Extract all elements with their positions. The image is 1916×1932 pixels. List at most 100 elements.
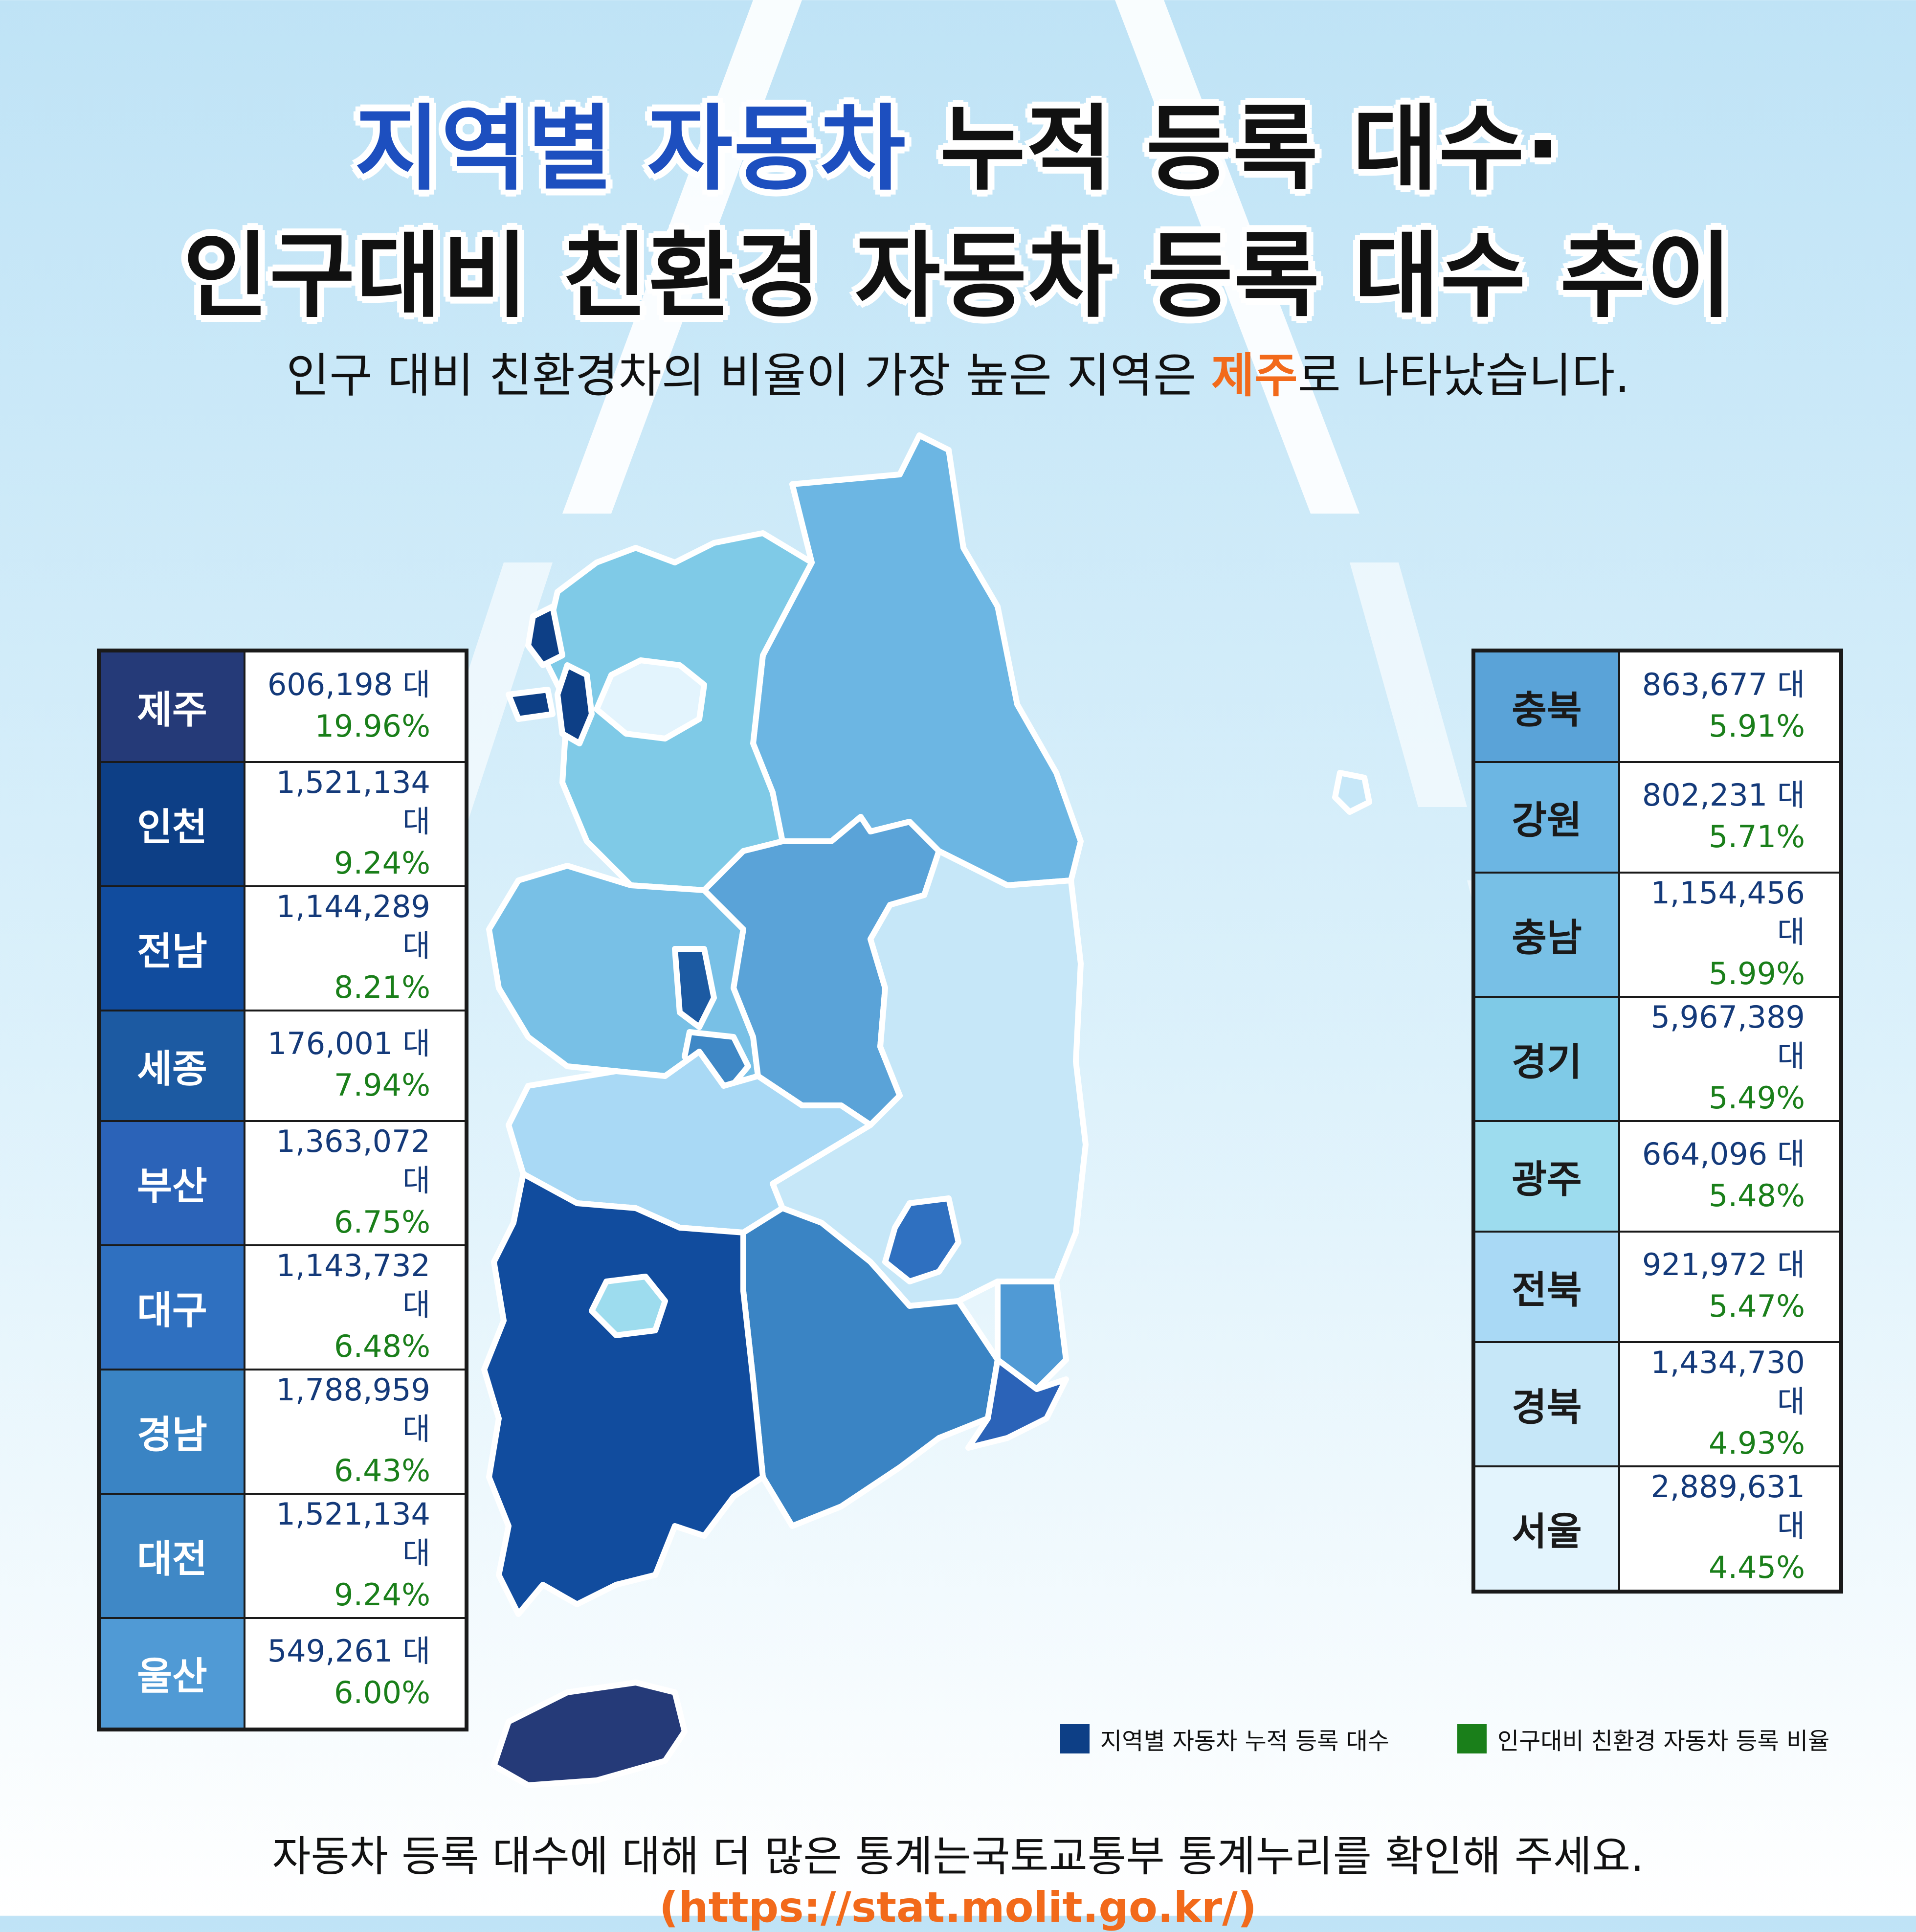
title-line-1: 지역별 자동차 누적 등록 대수· [0,73,1916,208]
region-values: 176,001 대 7.94% [244,1010,467,1122]
region-row: 서울 2,889,631 대 4.45% [1473,1465,1841,1592]
region-values: 1,521,134 대 9.24% [244,1493,467,1619]
korea-map [481,432,1372,1788]
region-ratio: 8.21% [334,969,430,1005]
region-name: 인천 [99,761,245,887]
region-count: 1,434,730 대 [1650,1345,1805,1419]
region-count: 1,521,134 대 [276,764,430,839]
region-values: 2,889,631 대 4.45% [1618,1465,1841,1592]
region-incheon-island-2 [506,687,556,722]
title-highlight: 지역별 자동차 [354,95,907,203]
region-count: 1,788,959 대 [276,1372,430,1447]
region-name: 대구 [99,1244,245,1370]
region-values: 1,144,289 대 8.21% [244,885,467,1011]
region-incheon [555,662,595,746]
region-ratio: 5.99% [1709,956,1805,991]
right-region-table: 충북 863,677 대 5.91% 강원 802,231 대 5.71% 충남 1,154,… [1471,649,1843,1594]
region-busan [965,1357,1069,1451]
region-gwangju [589,1274,668,1338]
region-name: 부산 [99,1120,245,1246]
region-ratio: 6.75% [334,1204,430,1240]
region-count: 863,677 대 [1642,667,1805,702]
region-ratio: 6.00% [334,1675,430,1710]
region-name: 대전 [99,1493,245,1619]
region-incheon-island-1 [525,604,565,668]
region-name: 경기 [1473,996,1620,1122]
region-count: 1,144,289 대 [276,889,430,964]
region-name: 전북 [1473,1231,1620,1343]
legend-ratio-label: 인구대비 친환경 자동차 등록 비율 [1497,1728,1830,1755]
region-jeju [491,1680,688,1788]
region-ulsan [995,1279,1069,1392]
region-count: 1,143,732 대 [276,1248,430,1323]
region-values: 5,967,389 대 5.49% [1618,996,1841,1122]
region-values: 921,972 대 5.47% [1618,1231,1841,1343]
legend-ratio-swatch [1457,1724,1487,1753]
region-values: 1,521,134 대 9.24% [244,761,467,887]
region-row: 부산 1,363,072 대 6.75% [99,1120,467,1246]
region-count: 1,521,134 대 [276,1496,430,1571]
region-name: 서울 [1473,1465,1620,1592]
region-ratio: 4.93% [1709,1425,1805,1461]
region-sejong [672,946,717,1030]
region-values: 1,788,959 대 6.43% [244,1369,467,1495]
region-row: 충남 1,154,456 대 5.99% [1473,872,1841,998]
legend-count: 지역별 자동차 누적 등록 대수 [1060,1722,1389,1756]
region-row: 제주 606,198 대 19.96% [99,651,467,763]
legend-count-swatch [1060,1724,1090,1753]
subtitle-before: 인구 대비 친환경차의 비율이 가장 높은 지역은 [286,348,1211,403]
region-count: 1,363,072 대 [276,1123,430,1198]
region-count: 802,231 대 [1642,777,1805,813]
region-ratio: 6.48% [334,1328,430,1364]
region-count: 606,198 대 [267,667,430,702]
region-name: 경남 [99,1369,245,1495]
region-values: 802,231 대 5.71% [1618,761,1841,874]
title-line-1-rest: 누적 등록 대수· [906,95,1562,203]
subtitle-highlight: 제주 [1211,348,1298,403]
region-count: 549,261 대 [267,1633,430,1669]
region-jeonnam [481,1171,766,1617]
region-row: 광주 664,096 대 5.48% [1473,1120,1841,1233]
region-values: 1,143,732 대 6.48% [244,1244,467,1370]
region-name: 전남 [99,885,245,1011]
region-daegu [882,1195,961,1284]
region-values: 549,261 대 6.00% [244,1617,467,1730]
region-count: 664,096 대 [1642,1136,1805,1172]
region-seoul [594,657,707,741]
region-ratio: 5.71% [1709,819,1805,854]
region-row: 경북 1,434,730 대 4.93% [1473,1341,1841,1467]
region-row: 대구 1,143,732 대 6.48% [99,1244,467,1370]
region-row: 전남 1,144,289 대 8.21% [99,885,467,1011]
legend-count-label: 지역별 자동차 누적 등록 대수 [1100,1728,1389,1755]
region-values: 1,434,730 대 4.93% [1618,1341,1841,1467]
subtitle-after: 로 나타났습니다. [1297,348,1630,403]
region-ratio: 5.47% [1709,1288,1805,1324]
region-row: 울산 549,261 대 6.00% [99,1617,467,1730]
region-gangwon [750,432,1084,888]
left-region-table: 제주 606,198 대 19.96% 인천 1,521,134 대 9.24% 전남 1,1… [97,649,468,1731]
region-count: 921,972 대 [1642,1247,1805,1282]
region-name: 세종 [99,1010,245,1122]
region-ratio: 9.24% [334,845,430,881]
footer-link[interactable]: (https://stat.molit.go.kr/) [659,1883,1257,1932]
region-row: 세종 176,001 대 7.94% [99,1010,467,1122]
region-ratio: 6.43% [334,1453,430,1488]
subtitle: 인구 대비 친환경차의 비율이 가장 높은 지역은 제주로 나타났습니다. [0,337,1916,405]
region-row: 충북 863,677 대 5.91% [1473,651,1841,763]
footer-text: 자동차 등록 대수에 대해 더 많은 통계는국토교통부 통계누리를 확인해 주세… [272,1832,1644,1881]
region-row: 전북 921,972 대 5.47% [1473,1231,1841,1343]
region-ratio: 19.96% [314,708,430,744]
region-ratio: 5.49% [1709,1080,1805,1116]
region-row: 경남 1,788,959 대 6.43% [99,1369,467,1495]
region-ratio: 7.94% [334,1067,430,1103]
footer-note: 자동차 등록 대수에 대해 더 많은 통계는국토교통부 통계누리를 확인해 주세… [0,1822,1916,1932]
region-count: 2,889,631 대 [1650,1469,1805,1544]
region-values: 863,677 대 5.91% [1618,651,1841,763]
region-ratio: 9.24% [334,1577,430,1613]
region-name: 충북 [1473,651,1620,763]
region-name: 제주 [99,651,245,763]
region-name: 강원 [1473,761,1620,874]
region-name: 경북 [1473,1341,1620,1467]
region-row: 경기 5,967,389 대 5.49% [1473,996,1841,1122]
region-count: 176,001 대 [267,1026,430,1061]
